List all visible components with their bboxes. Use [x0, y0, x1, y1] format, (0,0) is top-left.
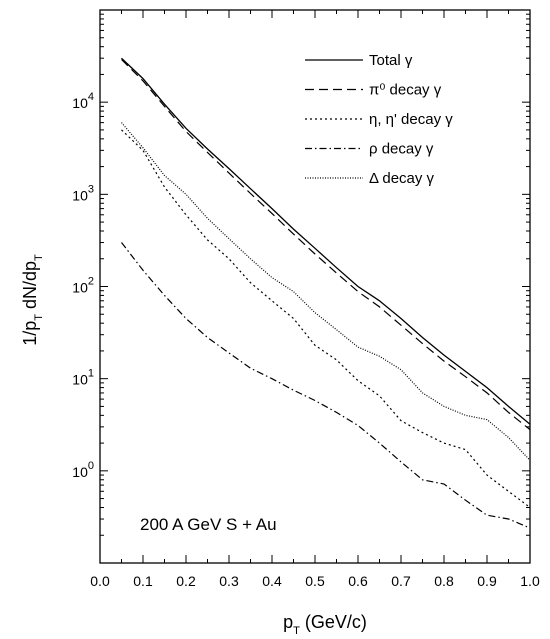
legend-label: Δ decay γ: [369, 170, 435, 187]
x-tick-label: 0.5: [305, 573, 325, 589]
series-line-2: [121, 129, 531, 508]
legend-label: Total γ: [369, 52, 413, 69]
legend-label: ρ decay γ: [369, 141, 434, 158]
reaction-annotation: 200 A GeV S + Au: [140, 515, 277, 534]
plot-frame: [99, 9, 531, 564]
y-tick-label: 103: [72, 183, 94, 203]
legend-label: η, η' decay γ: [369, 111, 453, 128]
x-tick-label: 0.7: [391, 573, 411, 589]
x-axis-title: pT (GeV/c): [283, 612, 367, 637]
y-tick-label: 100: [72, 460, 94, 480]
legend-label: π⁰ decay γ: [369, 82, 442, 99]
x-tick-label: 0.4: [262, 573, 282, 589]
x-tick-label: 0.2: [176, 573, 196, 589]
axis-ticks: [99, 10, 531, 564]
series-line-3: [121, 242, 531, 529]
x-tick-label: 1.0: [520, 573, 540, 589]
y-tick-label: 104: [72, 91, 94, 111]
series-line-0: [121, 57, 531, 425]
x-tick-label: 0.0: [90, 573, 110, 589]
series-line-4: [121, 122, 531, 461]
x-tick-label: 0.8: [434, 573, 454, 589]
y-tick-label: 102: [72, 276, 94, 296]
x-tick-label: 0.3: [219, 573, 239, 589]
legend: Total γ π⁰ decay γ η, η' decay γ ρ decay γ Δ…: [305, 52, 453, 187]
series-line-1: [121, 59, 531, 431]
x-tick-label: 0.1: [133, 573, 153, 589]
x-tick-label: 0.9: [477, 573, 497, 589]
y-axis-title: 1/pT dN/dpT: [20, 254, 45, 346]
x-tick-label: 0.6: [348, 573, 368, 589]
y-tick-label: 101: [72, 368, 94, 388]
series-layer: [121, 57, 531, 529]
tick-labels: 0.0 0.1 0.2 0.3 0.4 0.5 0.6 0.7 0.8 0.9 1.0 100 101 1…: [72, 91, 540, 589]
